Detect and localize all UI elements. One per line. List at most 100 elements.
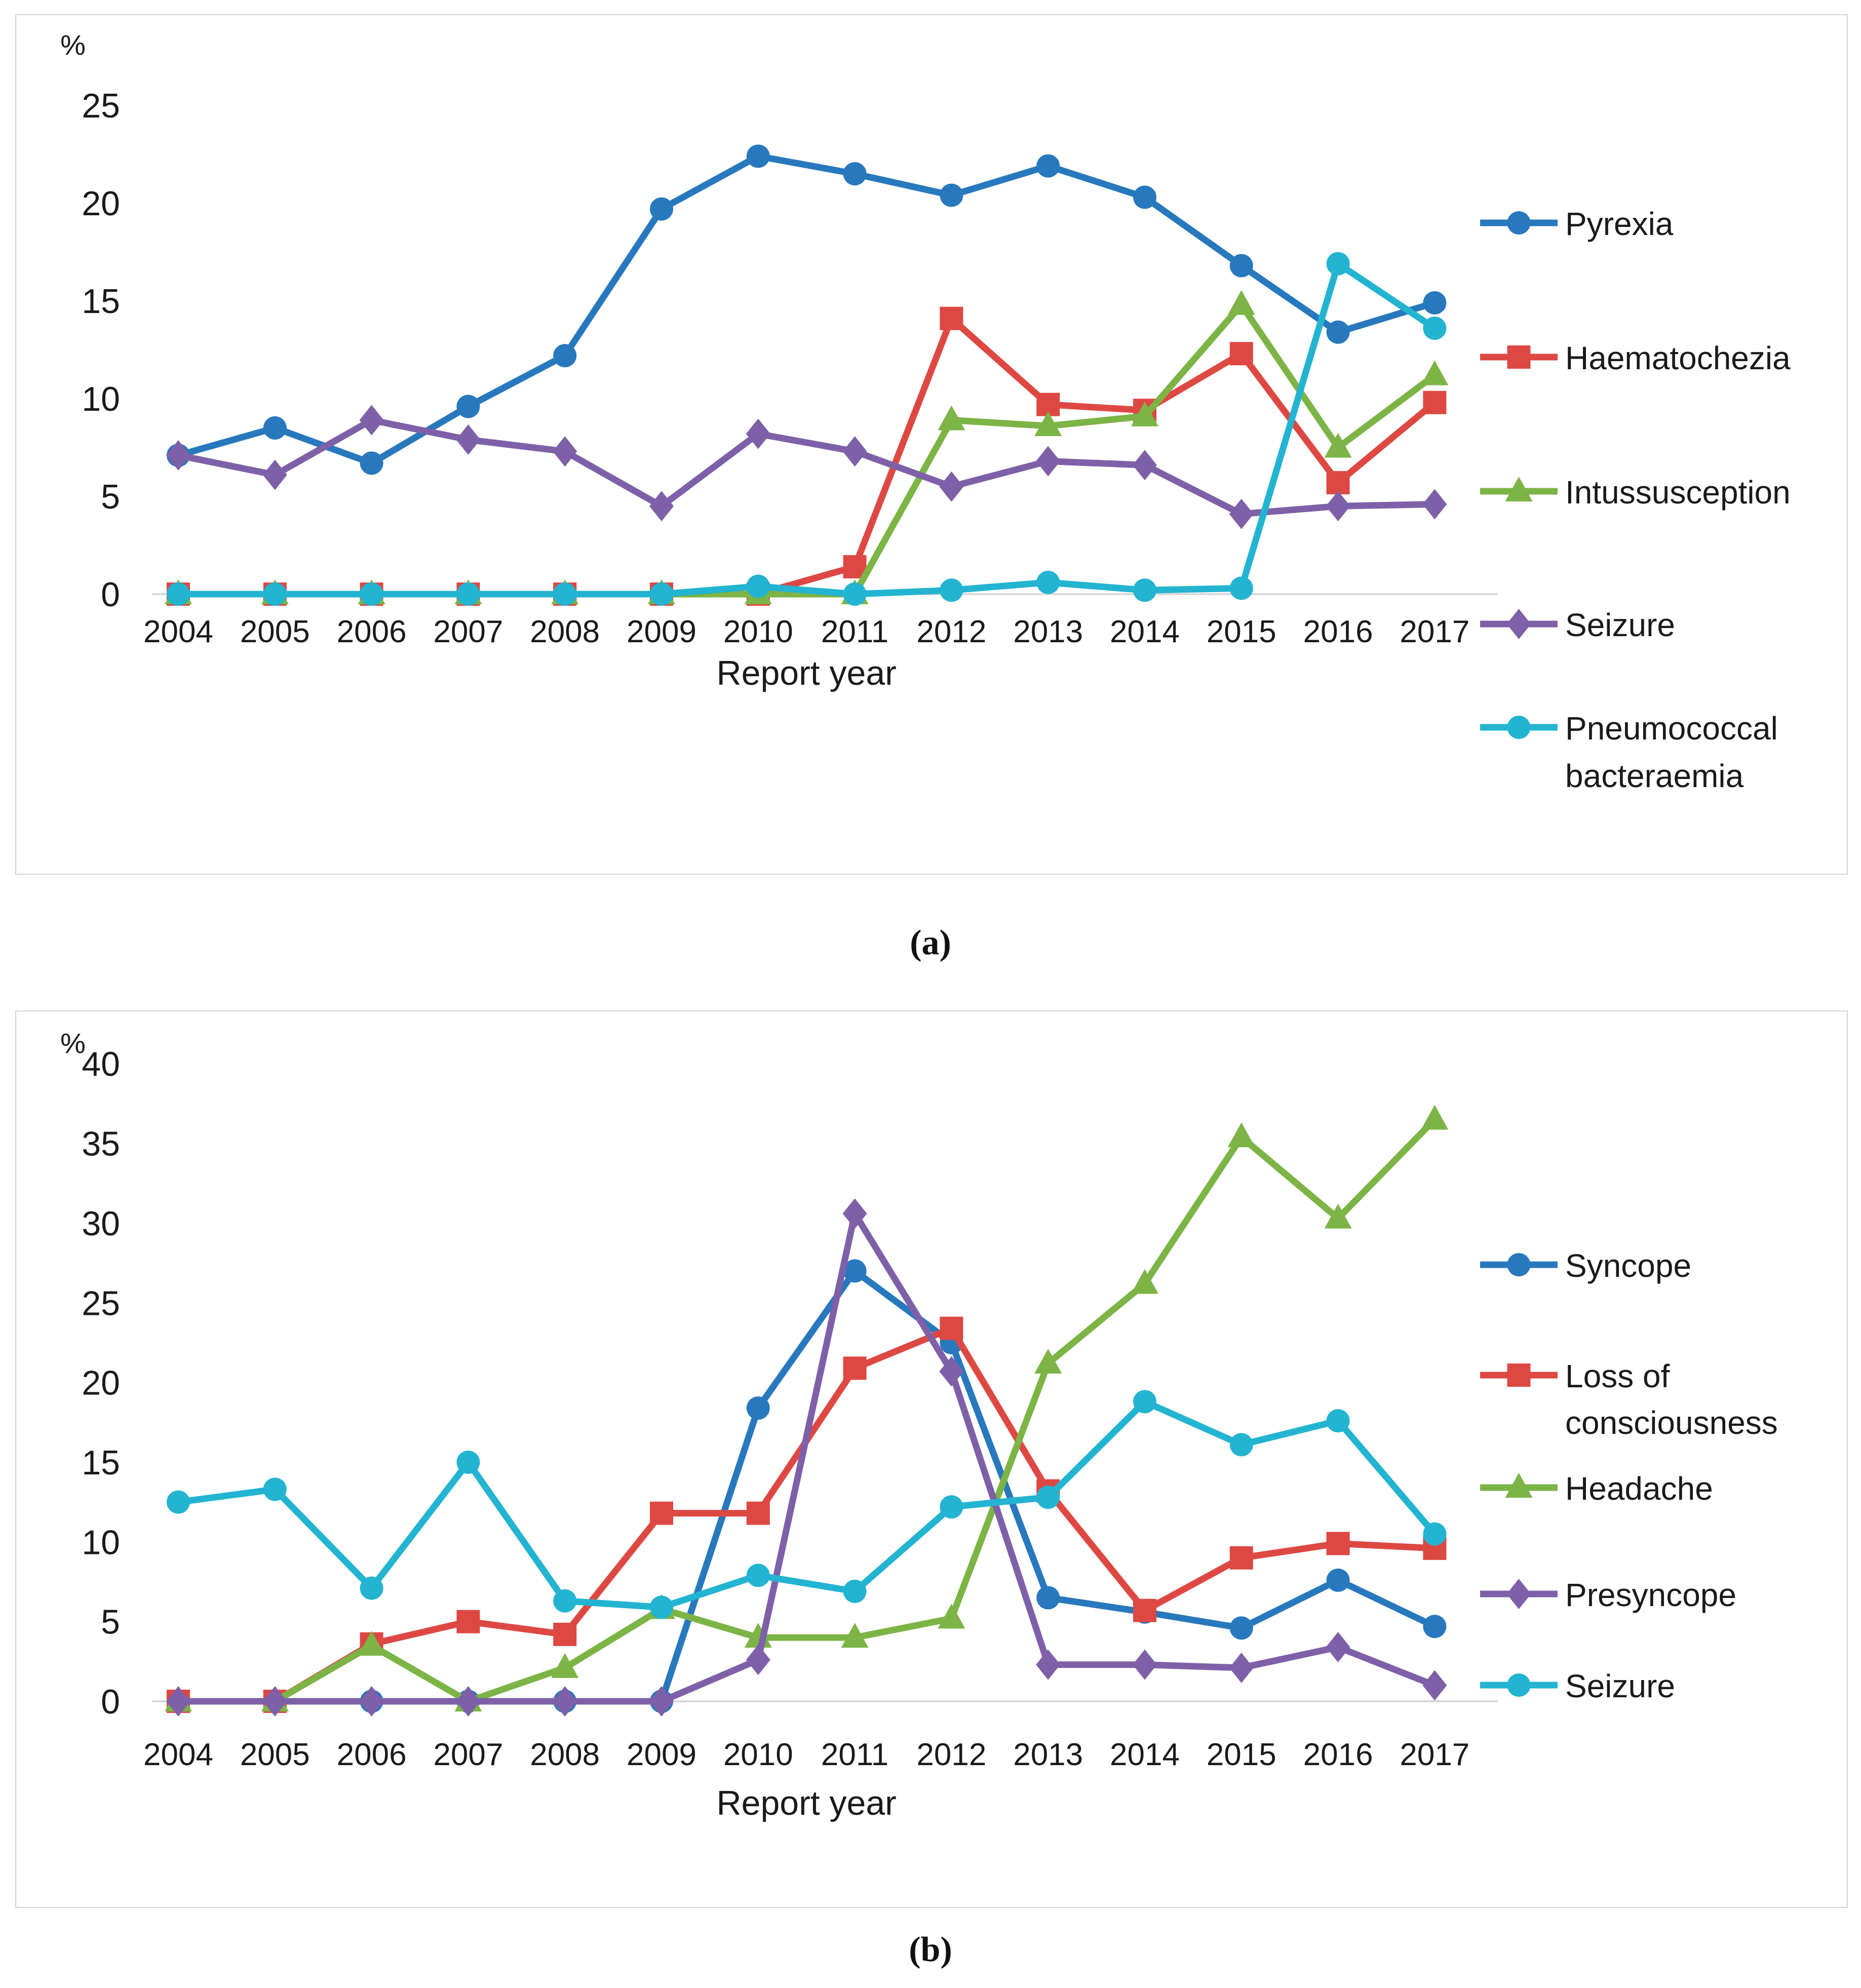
x-axis-year-label: 2005	[240, 1737, 310, 1772]
marker-presyncope	[262, 1686, 287, 1717]
series-line-pyrexia	[175, 152, 1438, 466]
caption-a: (a)	[910, 923, 951, 962]
legend-item-presyncope: Presyncope	[1480, 1577, 1736, 1613]
marker-seizure	[746, 418, 770, 449]
marker-pneumococcal-bacteraemia	[650, 582, 673, 606]
legend: Syncope Loss of consciousness Headache Presy…	[1480, 1248, 1778, 1704]
legend-item-pneumococcal-bacteraemia: Pneumococcal bacteraemia	[1480, 710, 1778, 794]
marker-pyrexia	[1229, 254, 1253, 278]
marker-syncope	[1229, 1616, 1253, 1640]
caption-b: (b)	[909, 1930, 952, 1969]
legend-marker-triangle-icon	[1505, 477, 1533, 501]
marker-pyrexia	[940, 183, 963, 207]
series-seizure	[166, 405, 1447, 529]
marker-pneumococcal-bacteraemia	[1326, 252, 1350, 276]
legend-label: Haematochezia	[1565, 340, 1791, 376]
x-axis-year-label: 2012	[916, 614, 986, 649]
marker-pyrexia	[263, 416, 287, 440]
marker-pneumococcal-bacteraemia	[940, 578, 963, 602]
legend-label: Seizure	[1565, 607, 1675, 643]
x-axis-year-label: 2016	[1303, 1737, 1373, 1772]
x-axis-year-label: 2014	[1110, 1737, 1180, 1772]
legend-item-haematochezia: Haematochezia	[1480, 340, 1791, 376]
marker-pyrexia	[1326, 320, 1350, 344]
marker-headache	[551, 1653, 579, 1678]
marker-intussusception	[1324, 433, 1352, 458]
legend-label: Presyncope	[1565, 1577, 1736, 1613]
x-axis-year-label: 2017	[1400, 1737, 1469, 1772]
x-axis-year-label: 2016	[1303, 614, 1373, 649]
marker-seizure	[1036, 446, 1061, 477]
marker-pyrexia	[1133, 185, 1156, 209]
marker-seizure	[1036, 1486, 1060, 1509]
marker-intussusception	[1131, 401, 1158, 426]
marker-seizure	[1229, 1433, 1253, 1457]
legend-item-seizure: Seizure	[1480, 607, 1675, 643]
marker-seizure	[1229, 498, 1254, 529]
y-axis-tick-label: 20	[82, 1364, 120, 1402]
marker-presyncope	[649, 1686, 674, 1717]
legend-label: Headache	[1565, 1470, 1713, 1507]
x-axis-year-labels: 2004 2005 2006 2007 2008 2009 2010 2011 2012 2013…	[143, 614, 1469, 649]
series-line-pneumococcal-bacteraemia	[175, 260, 1438, 598]
x-axis-year-label: 2005	[240, 614, 310, 649]
marker-headache	[1131, 1269, 1158, 1294]
y-axis-tick-label: 10	[82, 380, 120, 418]
marker-pneumococcal-bacteraemia	[167, 582, 190, 606]
marker-presyncope	[1133, 1649, 1157, 1680]
marker-loss-of-consciousness	[553, 1622, 577, 1646]
x-axis-year-label: 2009	[627, 1737, 696, 1772]
marker-syncope	[746, 1396, 770, 1420]
x-axis-year-label: 2007	[433, 1737, 503, 1772]
y-axis-tick-label: 15	[82, 1444, 120, 1482]
marker-syncope	[1036, 1586, 1060, 1610]
marker-seizure	[940, 1495, 963, 1519]
legend-marker-diamond-icon	[1506, 1579, 1531, 1609]
x-axis-year-label: 2006	[337, 1737, 407, 1772]
marker-pyrexia	[360, 451, 383, 475]
marker-intussusception	[938, 405, 965, 431]
marker-loss-of-consciousness	[940, 1316, 963, 1340]
marker-pyrexia	[650, 197, 673, 221]
x-axis-year-label: 2014	[1110, 614, 1180, 649]
chart-panel-b: % 0 5 10 15 20 25 30 35 40 2004 2005 2006 2007 2008 200…	[15, 1010, 1848, 1908]
x-axis-year-label: 2013	[1013, 614, 1083, 649]
marker-syncope	[843, 1259, 867, 1283]
x-axis-year-label: 2007	[433, 614, 503, 649]
y-axis-tick-label: 20	[82, 184, 120, 223]
marker-presyncope	[1036, 1649, 1061, 1680]
legend-marker-square-icon	[1507, 1363, 1531, 1387]
y-axis-tick-label: 15	[82, 282, 120, 321]
marker-intussusception	[1034, 411, 1062, 437]
marker-intussusception	[1421, 360, 1449, 385]
marker-pneumococcal-bacteraemia	[1229, 576, 1253, 600]
marker-loss-of-consciousness	[843, 1356, 867, 1380]
marker-seizure	[553, 436, 577, 467]
marker-seizure	[1133, 450, 1157, 481]
marker-loss-of-consciousness	[1229, 1546, 1253, 1570]
y-axis-tick-label: 35	[82, 1125, 120, 1163]
marker-seizure	[553, 1589, 577, 1613]
legend-label: Syncope	[1565, 1248, 1691, 1284]
legend-label: Seizure	[1565, 1668, 1675, 1704]
legend-item-intussusception: Intussusception	[1480, 474, 1791, 511]
y-axis-unit-label: %	[60, 1027, 86, 1059]
legend-label: Loss of	[1565, 1358, 1670, 1394]
y-axis-tick-label: 30	[82, 1204, 120, 1243]
marker-loss-of-consciousness	[1133, 1599, 1156, 1622]
series-syncope	[167, 1259, 1447, 1713]
y-axis-unit-label: %	[60, 29, 86, 61]
y-axis-tick-label: 25	[82, 87, 120, 125]
marker-headache	[1421, 1105, 1449, 1130]
x-axis-year-label: 2008	[530, 1737, 600, 1772]
marker-seizure	[1422, 489, 1447, 520]
legend-marker-triangle-icon	[1505, 1473, 1533, 1498]
y-axis-tick-label: 25	[82, 1284, 120, 1322]
x-axis-year-label: 2015	[1207, 614, 1276, 649]
marker-seizure	[167, 1490, 190, 1514]
marker-pyrexia	[553, 344, 577, 368]
marker-seizure	[746, 1564, 770, 1587]
marker-presyncope	[553, 1686, 577, 1717]
marker-presyncope	[359, 1686, 384, 1717]
